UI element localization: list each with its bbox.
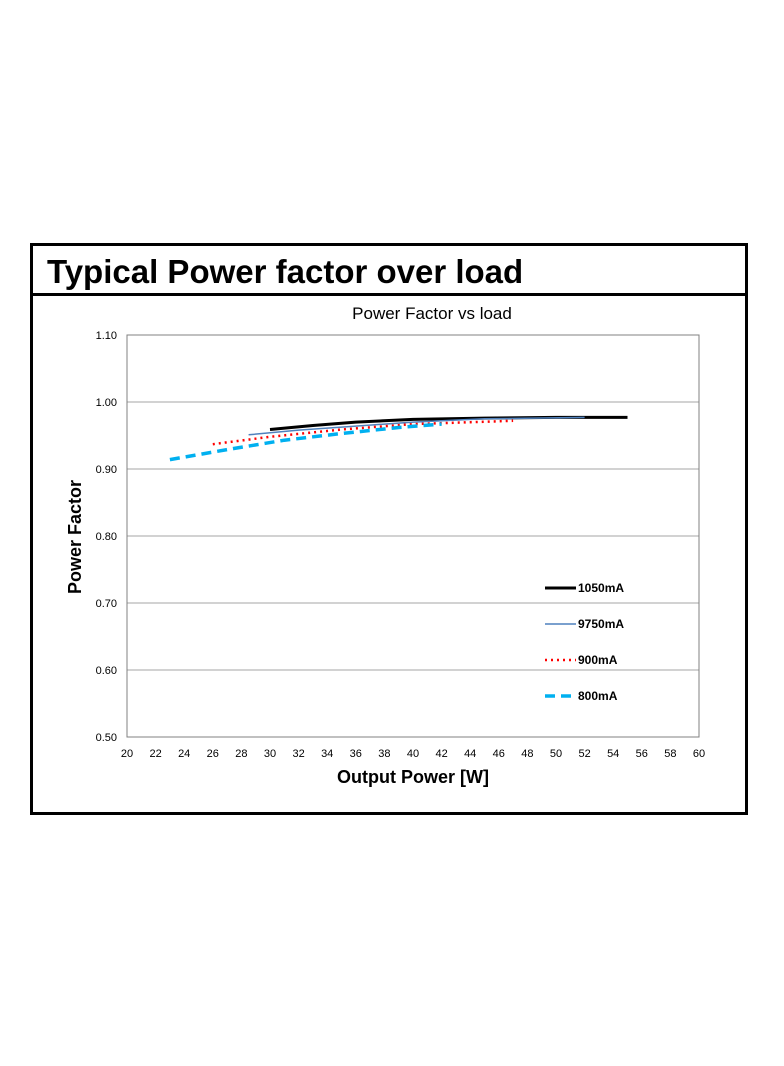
- legend: 1050mA 9750mA 900mA 800mA: [545, 581, 624, 703]
- x-tick-label: 20: [121, 748, 133, 760]
- series-line-9750mA: [248, 416, 585, 436]
- y-axis-title: Power Factor: [65, 480, 85, 594]
- x-tick-label: 54: [607, 748, 619, 760]
- x-tick-label: 44: [464, 748, 476, 760]
- x-tick-label: 60: [693, 748, 705, 760]
- y-tick-label: 0.80: [96, 531, 117, 543]
- y-tick-label: 1.00: [96, 397, 117, 409]
- y-axis-ticks: 0.50 0.60 0.70 0.80 0.90 1.00 1.10: [96, 330, 117, 744]
- x-tick-label: 42: [435, 748, 447, 760]
- x-tick-label: 58: [664, 748, 676, 760]
- x-tick-label: 28: [235, 748, 247, 760]
- legend-label: 9750mA: [578, 617, 624, 631]
- plot-area: [126, 334, 700, 738]
- x-tick-label: 32: [292, 748, 304, 760]
- x-tick-label: 30: [264, 748, 276, 760]
- section-title: Typical Power factor over load: [47, 253, 524, 290]
- x-tick-label: 48: [521, 748, 533, 760]
- x-axis-ticks: 20 22 24 26 28 30 32 34 36 38 40 42 44 46 48 50 52 54 56 58…: [121, 748, 705, 760]
- x-tick-label: 46: [493, 748, 505, 760]
- x-tick-label: 22: [149, 748, 161, 760]
- x-tick-label: 26: [207, 748, 219, 760]
- x-tick-label: 38: [378, 748, 390, 760]
- series-lines: [169, 415, 628, 462]
- x-tick-label: 52: [578, 748, 590, 760]
- legend-label: 800mA: [578, 689, 618, 703]
- x-tick-label: 36: [350, 748, 362, 760]
- legend-label: 1050mA: [578, 581, 624, 595]
- grid-lines: [127, 401, 699, 671]
- x-tick-label: 34: [321, 748, 333, 760]
- x-tick-label: 56: [636, 748, 648, 760]
- series-line-900mA: [212, 419, 514, 446]
- y-tick-label: 0.70: [96, 598, 117, 610]
- y-tick-label: 0.90: [96, 464, 117, 476]
- x-tick-label: 40: [407, 748, 419, 760]
- legend-label: 900mA: [578, 653, 618, 667]
- series-line-800mA: [169, 422, 442, 462]
- section-header: Typical Power factor over load: [33, 246, 745, 296]
- y-tick-label: 0.50: [96, 732, 117, 744]
- y-tick-label: 0.60: [96, 665, 117, 677]
- x-tick-label: 24: [178, 748, 190, 760]
- y-tick-label: 1.10: [96, 330, 117, 342]
- x-axis-title: Output Power [W]: [337, 767, 489, 787]
- chart-title: Power Factor vs load: [352, 304, 512, 323]
- chart-panel: Typical Power factor over load: [30, 243, 748, 815]
- x-tick-label: 50: [550, 748, 562, 760]
